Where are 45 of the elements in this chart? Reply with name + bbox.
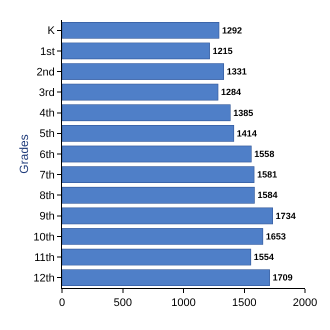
bar bbox=[62, 42, 210, 60]
data-label: 1734 bbox=[276, 210, 296, 221]
bar bbox=[62, 125, 234, 142]
data-label: 1581 bbox=[257, 170, 278, 180]
data-label: 1554 bbox=[254, 252, 274, 262]
data-label: 1284 bbox=[221, 87, 242, 98]
data-label: 1584 bbox=[257, 190, 278, 200]
bar bbox=[62, 269, 270, 286]
y-tick-label: 2nd bbox=[36, 66, 55, 78]
data-label: 1385 bbox=[233, 108, 254, 118]
x-tick-label: 1000 bbox=[171, 297, 196, 310]
data-label: 1292 bbox=[222, 25, 242, 36]
x-tick-label: 1500 bbox=[232, 297, 256, 310]
bar bbox=[62, 208, 273, 224]
y-axis-title: Grades bbox=[17, 134, 31, 174]
y-tick-label: 4th bbox=[40, 108, 55, 120]
y-tick-label: 10th bbox=[33, 231, 55, 244]
data-label: 1709 bbox=[272, 272, 293, 283]
y-tick-label: 6th bbox=[40, 148, 55, 161]
y-tick-label: 11th bbox=[34, 252, 55, 264]
y-tick-label: 3rd bbox=[38, 87, 55, 99]
x-tick-label: 0 bbox=[58, 297, 66, 310]
data-label: 1331 bbox=[226, 66, 247, 77]
y-tick-label: 1st bbox=[40, 46, 55, 58]
bar bbox=[62, 228, 264, 245]
y-tick-label: 9th bbox=[40, 210, 55, 223]
bar bbox=[62, 146, 252, 162]
data-label: 1215 bbox=[212, 46, 233, 56]
bar bbox=[62, 186, 255, 204]
y-tick-label: 7th bbox=[40, 169, 55, 182]
data-label: 1414 bbox=[236, 128, 257, 138]
bar bbox=[62, 22, 220, 39]
y-tick-label: K bbox=[47, 25, 56, 38]
bar bbox=[62, 63, 224, 80]
bar bbox=[62, 84, 218, 100]
x-tick-label: 500 bbox=[114, 297, 132, 310]
bar bbox=[62, 248, 252, 266]
data-label: 1653 bbox=[266, 231, 286, 242]
data-label: 1558 bbox=[254, 149, 274, 159]
y-tick-label: 12th bbox=[33, 272, 55, 285]
x-tick-label: 2000 bbox=[292, 297, 318, 310]
y-tick-label: 5th bbox=[40, 128, 55, 140]
y-tick-label: 8th bbox=[40, 190, 55, 202]
bar bbox=[62, 166, 254, 183]
bar bbox=[62, 104, 231, 122]
